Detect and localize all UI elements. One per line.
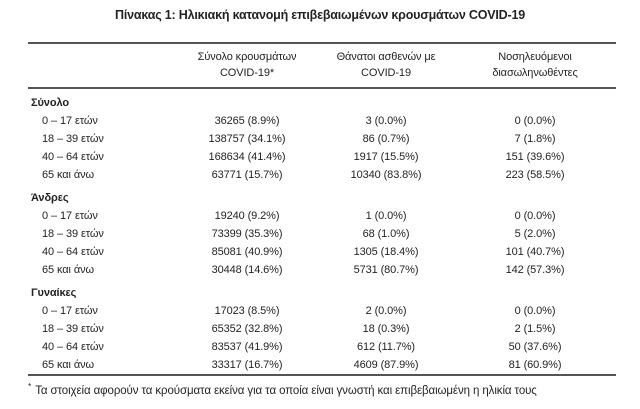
col-header-line: Νοσηλευόμενοι — [498, 51, 572, 63]
deaths-cell: 1917 (15.5%) — [353, 151, 419, 163]
age-label: 65 και άνω — [42, 264, 94, 276]
col-header-intubated: Νοσηλευόμενοι διασωληνωθέντες — [454, 43, 616, 89]
intubated-cell: 0 (0.0%) — [514, 305, 556, 317]
table-row: 40 – 64 ετών 83537 (41.9%) 612 (11.7%) 5… — [28, 338, 616, 356]
section-label: Σύνολο — [31, 97, 69, 109]
age-label: 0 – 17 ετών — [42, 115, 98, 127]
footnote-text: Τα στοιχεία αφορούν τα κρούσματα εκείνα … — [35, 384, 537, 397]
cases-cell: 73399 (35.3%) — [211, 228, 283, 240]
deaths-cell: 10340 (83.8%) — [350, 169, 422, 181]
footnote: * Τα στοιχεία αφορούν τα κρούσματα εκείνα… — [28, 381, 616, 397]
col-header-line: Θάνατοι ασθενών με — [336, 51, 436, 63]
intubated-cell: 7 (1.8%) — [514, 133, 556, 145]
cases-cell: 168634 (41.4%) — [208, 151, 286, 163]
deaths-cell: 5731 (80.7%) — [353, 264, 419, 276]
intubated-cell: 0 (0.0%) — [514, 210, 556, 222]
table-row: 18 – 39 ετών 65352 (32.8%) 18 (0.3%) 2 (… — [28, 320, 616, 338]
deaths-cell: 18 (0.3%) — [362, 323, 410, 335]
table-row: 18 – 39 ετών 138757 (34.1%) 86 (0.7%) 7 … — [28, 130, 616, 148]
deaths-cell: 612 (11.7%) — [356, 341, 415, 353]
deaths-cell: 68 (1.0%) — [362, 228, 410, 240]
table-row: 0 – 17 ετών 17023 (8.5%) 2 (0.0%) 0 (0.0… — [28, 302, 616, 320]
cases-cell: 33317 (16.7%) — [211, 359, 283, 371]
col-header-deaths: Θάνατοι ασθενών με COVID-19 — [318, 43, 454, 89]
footnote-asterisk: * — [28, 381, 32, 391]
table-row: 40 – 64 ετών 168634 (41.4%) 1917 (15.5%)… — [28, 148, 616, 166]
col-header-total-cases: Σύνολο κρουσμάτων COVID-19* — [176, 43, 318, 89]
col-header-line: διασωληνωθέντες — [492, 67, 578, 79]
table-row: 65 και άνω 33317 (16.7%) 4609 (87.9%) 81… — [28, 356, 616, 375]
table-row: 65 και άνω 30448 (14.6%) 5731 (80.7%) 14… — [28, 261, 616, 279]
deaths-cell: 1305 (18.4%) — [353, 246, 419, 258]
age-label: 40 – 64 ετών — [42, 246, 104, 258]
deaths-cell: 1 (0.0%) — [365, 210, 407, 222]
covid-age-distribution-table: Σύνολο κρουσμάτων COVID-19* Θάνατοι ασθε… — [28, 42, 616, 376]
intubated-cell: 101 (40.7%) — [505, 246, 565, 258]
age-label: 65 και άνω — [42, 169, 94, 181]
age-label: 18 – 39 ετών — [42, 228, 104, 240]
intubated-cell: 2 (1.5%) — [514, 323, 556, 335]
table-row: 65 και άνω 63771 (15.7%) 10340 (83.8%) 2… — [28, 166, 616, 184]
age-label: 65 και άνω — [42, 359, 94, 371]
cases-cell: 19240 (9.2%) — [214, 210, 280, 222]
col-header-line: COVID-19 — [361, 67, 411, 79]
deaths-cell: 86 (0.7%) — [362, 133, 410, 145]
intubated-cell: 223 (58.5%) — [505, 169, 565, 181]
empty-header-cell — [28, 43, 176, 89]
intubated-cell: 50 (37.6%) — [508, 341, 562, 353]
age-label: 40 – 64 ετών — [42, 341, 104, 353]
table-row: 0 – 17 ετών 19240 (9.2%) 1 (0.0%) 0 (0.0… — [28, 207, 616, 225]
deaths-cell: 2 (0.0%) — [365, 305, 407, 317]
cases-cell: 63771 (15.7%) — [211, 169, 283, 181]
cases-cell: 138757 (34.1%) — [208, 133, 286, 145]
age-label: 18 – 39 ετών — [42, 133, 104, 145]
table-row: 18 – 39 ετών 73399 (35.3%) 68 (1.0%) 5 (… — [28, 225, 616, 243]
table-row: 0 – 17 ετών 36265 (8.9%) 3 (0.0%) 0 (0.0… — [28, 112, 616, 130]
section-header-total: Σύνολο — [28, 88, 616, 112]
cases-cell: 83537 (41.9%) — [211, 341, 283, 353]
col-header-line: Σύνολο κρουσμάτων — [197, 51, 297, 63]
cases-cell: 36265 (8.9%) — [214, 115, 280, 127]
intubated-cell: 81 (60.9%) — [508, 359, 562, 371]
deaths-cell: 3 (0.0%) — [365, 115, 407, 127]
intubated-cell: 0 (0.0%) — [514, 115, 556, 127]
cases-cell: 85081 (40.9%) — [211, 246, 283, 258]
col-header-line: COVID-19* — [219, 67, 275, 79]
section-label: Γυναίκες — [31, 287, 77, 299]
intubated-cell: 151 (39.6%) — [505, 151, 565, 163]
intubated-cell: 5 (2.0%) — [514, 228, 556, 240]
deaths-cell: 4609 (87.9%) — [353, 359, 419, 371]
age-label: 40 – 64 ετών — [42, 151, 104, 163]
table-header: Σύνολο κρουσμάτων COVID-19* Θάνατοι ασθε… — [28, 43, 616, 89]
table-body: Σύνολο 0 – 17 ετών 36265 (8.9%) 3 (0.0%)… — [28, 88, 616, 375]
table-container: Σύνολο κρουσμάτων COVID-19* Θάνατοι ασθε… — [28, 42, 616, 376]
section-header-men: Άνδρες — [28, 184, 616, 207]
intubated-cell: 142 (57.3%) — [505, 264, 565, 276]
section-label: Άνδρες — [31, 192, 69, 204]
table-title: Πίνακας 1: Ηλικιακή κατανομή επιβεβαιωμέ… — [115, 8, 525, 22]
section-header-women: Γυναίκες — [28, 279, 616, 302]
table-row: 40 – 64 ετών 85081 (40.9%) 1305 (18.4%) … — [28, 243, 616, 261]
age-label: 0 – 17 ετών — [42, 305, 98, 317]
cases-cell: 65352 (32.8%) — [211, 323, 283, 335]
age-label: 0 – 17 ετών — [42, 210, 98, 222]
cases-cell: 17023 (8.5%) — [214, 305, 280, 317]
age-label: 18 – 39 ετών — [42, 323, 104, 335]
cases-cell: 30448 (14.6%) — [211, 264, 283, 276]
